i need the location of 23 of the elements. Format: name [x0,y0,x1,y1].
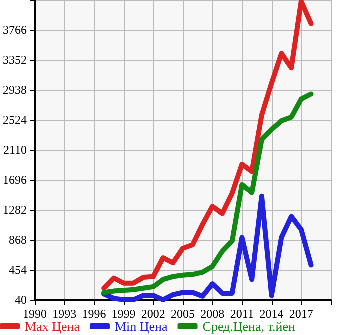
y-tick-label: 454 [9,263,27,277]
x-tick-label: 1996 [82,307,106,321]
y-tick-label: 2524 [3,113,27,127]
legend-label: Сред.Цена, т.йен [202,319,296,334]
y-tick-label: 3766 [3,23,27,37]
y-tick-label: 2938 [3,83,27,97]
y-tick-label: 2110 [3,143,27,157]
x-tick-label: 2017 [289,307,314,321]
x-tick-label: 2008 [200,307,225,321]
y-tick-label: 3352 [3,53,27,67]
x-tick-label: 2011 [230,307,254,321]
y-tick-label: 40 [15,293,27,307]
x-tick-label: 1993 [52,307,77,321]
x-tick-label: 2002 [141,307,166,321]
x-tick-label: 2005 [171,307,195,321]
legend-label: Max Цена [25,319,80,334]
x-tick-label: 2014 [260,307,284,321]
y-tick-label: 868 [9,233,27,247]
x-tick-label: 1999 [112,307,136,321]
y-tick-label: 1696 [3,173,27,187]
legend-label: Min Цена [114,319,168,334]
x-tick-label: 1990 [23,307,47,321]
y-tick-label: 1282 [3,203,27,217]
